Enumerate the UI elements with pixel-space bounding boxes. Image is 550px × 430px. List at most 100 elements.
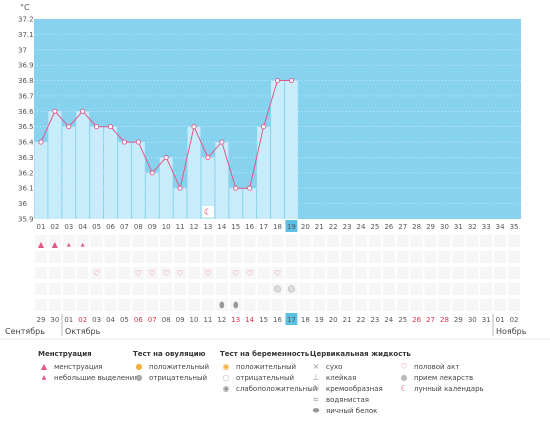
marker-cell	[201, 283, 214, 295]
marker-cell	[341, 251, 354, 263]
marker-cell	[160, 235, 173, 247]
legend-item: прием лекарств	[414, 373, 474, 382]
menstruation-icon: ▲	[52, 240, 59, 249]
marker-cell	[285, 251, 298, 263]
date-label: 23	[370, 316, 379, 324]
marker-cell	[271, 251, 284, 263]
heart-icon: ♡	[232, 269, 239, 278]
marker-cell	[494, 283, 507, 295]
legend-item: положительный	[236, 362, 297, 371]
marker-cell	[285, 267, 298, 279]
marker-cell	[188, 267, 200, 279]
marker-cell	[146, 283, 159, 295]
marker-cell	[229, 235, 242, 247]
marker-cell	[104, 299, 117, 311]
marker-cell	[327, 251, 340, 263]
marker-cell	[118, 267, 131, 279]
legend: Менструация ▲ менструация ▲ небольшие выде…	[0, 340, 550, 430]
marker-cell	[90, 267, 103, 279]
cycle-day-label: 28	[412, 223, 421, 231]
date-label: 29	[36, 316, 45, 324]
marker-cell	[104, 251, 117, 263]
temperature-point	[205, 154, 211, 161]
marker-cell	[229, 251, 242, 263]
cycle-day-label: 11	[176, 223, 185, 231]
legend-menstruation-title: Менструация	[38, 350, 92, 358]
marker-cell	[146, 235, 159, 247]
legend-item: клейкая	[326, 373, 357, 382]
marker-cell	[90, 251, 103, 263]
y-tick-label: 36.6	[18, 108, 34, 116]
temperature-bar	[187, 126, 201, 219]
marker-cell	[508, 299, 520, 311]
marker-cell	[243, 235, 256, 247]
marker-cell	[508, 283, 520, 295]
temperature-bar	[243, 188, 257, 219]
date-label: 06	[134, 316, 143, 324]
marker-cell	[368, 299, 381, 311]
legend-ovulation-test: Тест на овуляцию ● положительный ● отрицат…	[133, 350, 209, 383]
marker-cell	[62, 267, 75, 279]
marker-cell	[299, 251, 312, 263]
lunar-cell	[201, 206, 214, 217]
marker-cell	[355, 267, 367, 279]
cycle-day-label: 12	[190, 223, 199, 231]
cycle-day-label: 02	[50, 223, 59, 231]
date-label: 22	[357, 316, 366, 324]
pregnancy-positive-icon: ◉	[222, 362, 230, 371]
creamy-icon: ≋	[312, 384, 320, 393]
marker-cell	[313, 267, 326, 279]
y-tick-label: 36.8	[18, 77, 34, 85]
marker-cell	[201, 267, 214, 279]
temperature-point	[66, 124, 72, 130]
marker-cell	[452, 283, 465, 295]
spotting-icon: ▲	[67, 242, 71, 248]
marker-cell	[48, 235, 61, 247]
legend-item: кремообразная	[326, 384, 383, 393]
marker-cell	[90, 299, 103, 311]
marker-cell	[76, 299, 89, 311]
ovulation-positive-icon: ●	[135, 362, 143, 371]
date-label: 07	[148, 316, 157, 324]
marker-cell	[410, 283, 423, 295]
marker-cell	[410, 299, 423, 311]
marker-cell	[410, 251, 423, 263]
date-label: 02	[78, 316, 87, 324]
cycle-day-label: 06	[106, 223, 115, 231]
marker-cell	[494, 267, 507, 279]
marker-cell	[480, 283, 493, 295]
y-tick-label: 36	[18, 200, 27, 208]
cycle-day-label: 05	[92, 223, 101, 231]
marker-cell	[438, 235, 451, 247]
y-tick-label: 36.7	[18, 92, 34, 100]
marker-cell	[355, 299, 367, 311]
marker-cell	[466, 235, 479, 247]
temperature-bar	[34, 142, 48, 219]
y-tick-label: 36.9	[18, 62, 34, 70]
marker-cell	[48, 299, 61, 311]
marker-cell	[285, 299, 298, 311]
cycle-day-label: 04	[78, 223, 87, 231]
marker-cell	[118, 235, 131, 247]
date-label: 30	[50, 316, 59, 324]
marker-cell	[508, 235, 520, 247]
dry-icon: ×	[312, 362, 320, 371]
heart-icon: ♡	[204, 269, 211, 278]
cycle-day-label: 31	[454, 223, 463, 231]
temperature-point	[107, 124, 114, 130]
cycle-day-label: 25	[370, 223, 379, 231]
marker-cell	[62, 235, 75, 247]
marker-cell	[257, 267, 270, 279]
cycle-day-label: 23	[343, 223, 352, 231]
marker-cell	[355, 235, 367, 247]
marker-cell	[355, 251, 367, 263]
marker-cell	[424, 267, 437, 279]
marker-cell	[452, 299, 465, 311]
marker-cell	[118, 299, 131, 311]
marker-cell	[174, 267, 187, 279]
cycle-day-label: 01	[36, 223, 45, 231]
moon-icon: ☾	[204, 208, 212, 218]
month-label: Октябрь	[65, 327, 101, 336]
marker-cell	[396, 299, 409, 311]
pregnancy-negative-icon: ○	[222, 373, 230, 382]
